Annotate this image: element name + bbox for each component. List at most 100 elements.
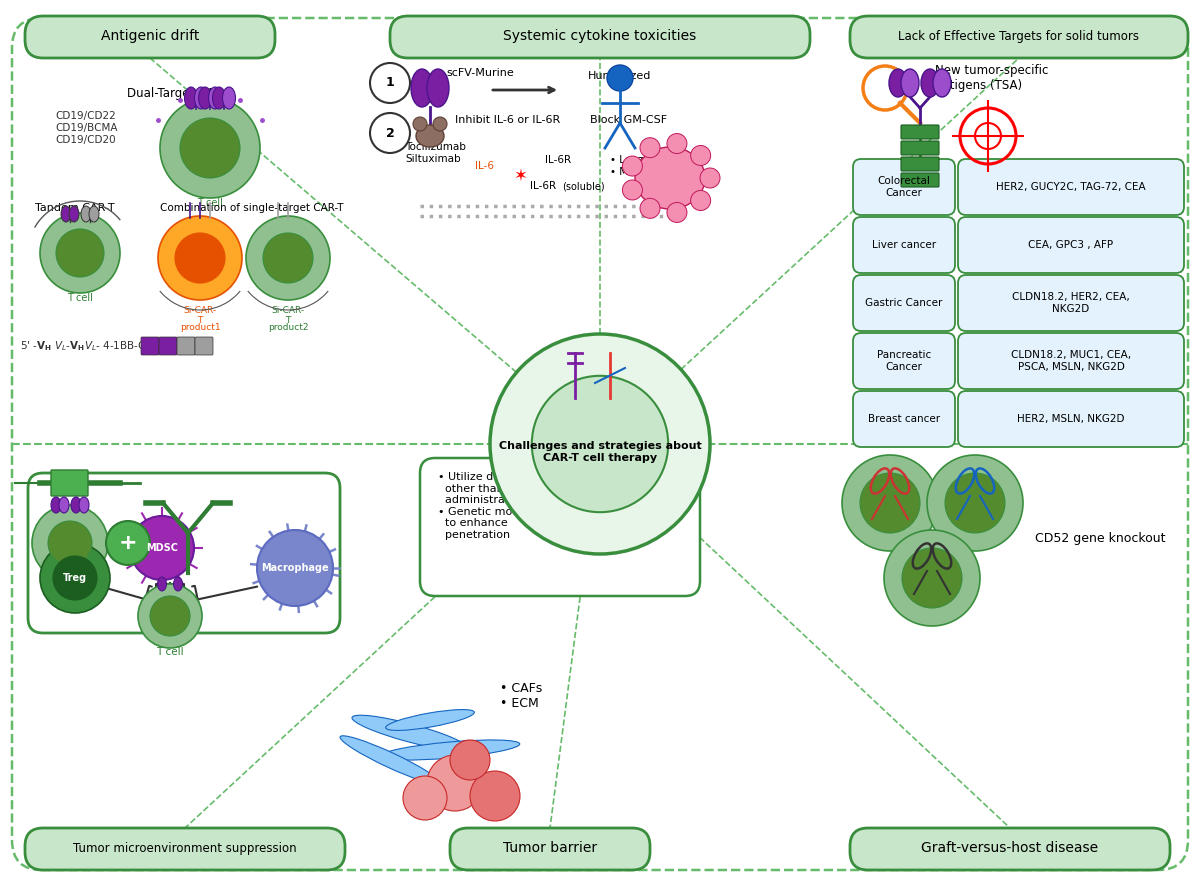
Circle shape <box>175 233 226 283</box>
Text: HER2, MSLN, NKG2D: HER2, MSLN, NKG2D <box>1018 414 1124 424</box>
FancyBboxPatch shape <box>853 159 955 215</box>
Circle shape <box>257 530 334 606</box>
Text: Tumor barrier: Tumor barrier <box>503 841 598 855</box>
Text: 1: 1 <box>385 76 395 90</box>
FancyBboxPatch shape <box>390 16 810 58</box>
Text: CLDN18.2, MUC1, CEA,
PSCA, MSLN, NKG2D: CLDN18.2, MUC1, CEA, PSCA, MSLN, NKG2D <box>1010 350 1132 372</box>
Text: • Utilize delivery routes
  other than systemic
  administration
• Genetic modif: • Utilize delivery routes other than sys… <box>438 472 570 540</box>
FancyBboxPatch shape <box>158 337 178 355</box>
Circle shape <box>40 213 120 293</box>
Circle shape <box>130 516 194 580</box>
Text: IL-6R: IL-6R <box>545 155 571 165</box>
Circle shape <box>246 216 330 300</box>
Text: Co-treatment: Co-treatment <box>134 472 218 485</box>
Ellipse shape <box>157 577 167 591</box>
Circle shape <box>106 521 150 565</box>
Ellipse shape <box>71 497 82 513</box>
Ellipse shape <box>889 69 907 97</box>
Circle shape <box>860 473 920 533</box>
FancyBboxPatch shape <box>850 16 1188 58</box>
Text: Block GM-CSF: Block GM-CSF <box>590 115 667 125</box>
Text: New tumor-specific
antigens (TSA): New tumor-specific antigens (TSA) <box>935 64 1049 92</box>
Text: CEA, GPC3 , AFP: CEA, GPC3 , AFP <box>1028 240 1114 250</box>
FancyBboxPatch shape <box>901 157 940 171</box>
Text: Si-CAR-
T: Si-CAR- T <box>271 306 305 325</box>
Circle shape <box>413 117 427 131</box>
Ellipse shape <box>185 87 198 109</box>
Ellipse shape <box>194 87 208 109</box>
Circle shape <box>403 776 446 820</box>
Text: Colorectal
Cancer: Colorectal Cancer <box>877 176 930 198</box>
Text: IL-6: IL-6 <box>475 161 494 171</box>
Circle shape <box>640 138 660 158</box>
Text: product2: product2 <box>268 323 308 332</box>
Circle shape <box>138 584 202 648</box>
Text: Inhibit IL-6 or IL-6R: Inhibit IL-6 or IL-6R <box>455 115 560 125</box>
Circle shape <box>667 202 686 223</box>
Ellipse shape <box>340 736 440 784</box>
Ellipse shape <box>635 147 706 209</box>
Text: IL-6R: IL-6R <box>530 181 556 191</box>
FancyBboxPatch shape <box>958 275 1184 331</box>
Text: • Lenzilumab
• Mavrilimumab: • Lenzilumab • Mavrilimumab <box>610 155 694 177</box>
Ellipse shape <box>922 69 938 97</box>
FancyBboxPatch shape <box>901 173 940 187</box>
Circle shape <box>53 556 97 600</box>
Circle shape <box>667 133 686 154</box>
Circle shape <box>623 180 642 200</box>
Circle shape <box>160 98 260 198</box>
Circle shape <box>56 229 104 277</box>
Text: 2: 2 <box>385 126 395 139</box>
FancyBboxPatch shape <box>420 458 700 596</box>
Circle shape <box>490 334 710 554</box>
Text: Lack of Effective Targets for solid tumors: Lack of Effective Targets for solid tumo… <box>899 29 1140 43</box>
Text: • PD-1
• CTLA-4: • PD-1 • CTLA-4 <box>240 524 293 552</box>
Text: T cell: T cell <box>197 198 223 208</box>
Text: Gastric Cancer: Gastric Cancer <box>865 298 943 308</box>
FancyBboxPatch shape <box>901 125 940 139</box>
Circle shape <box>842 455 938 551</box>
Ellipse shape <box>209 87 222 109</box>
Text: scFV-Murine: scFV-Murine <box>446 68 514 78</box>
Ellipse shape <box>427 69 449 107</box>
Circle shape <box>640 198 660 218</box>
Text: Systemic cytokine toxicities: Systemic cytokine toxicities <box>503 29 697 43</box>
Text: Dual-Target CAR-T: Dual-Target CAR-T <box>127 86 233 99</box>
Circle shape <box>902 548 962 608</box>
Ellipse shape <box>70 206 79 222</box>
Text: Si-CAR-
T: Si-CAR- T <box>184 306 216 325</box>
FancyBboxPatch shape <box>853 217 955 273</box>
Text: Challenges and strategies about
CAR-T cell therapy: Challenges and strategies about CAR-T ce… <box>499 441 701 463</box>
Text: T cell: T cell <box>156 647 184 657</box>
Circle shape <box>150 596 190 636</box>
Ellipse shape <box>50 497 61 513</box>
Text: 5' -$\bf{V_H}$ $V_L$-$\bf{V_H}$$V_L$- 4-1BB-CD3-3': 5' -$\bf{V_H}$ $V_L$-$\bf{V_H}$$V_L$- 4-… <box>20 339 174 353</box>
Circle shape <box>180 118 240 178</box>
Text: CD19/CD22
CD19/BCMA
CD19/CD20: CD19/CD22 CD19/BCMA CD19/CD20 <box>55 111 118 145</box>
FancyBboxPatch shape <box>25 828 346 870</box>
FancyBboxPatch shape <box>178 337 194 355</box>
Circle shape <box>532 376 668 512</box>
Text: MDSC: MDSC <box>146 543 178 553</box>
Text: Tumor microenvironment suppression: Tumor microenvironment suppression <box>73 842 296 854</box>
FancyBboxPatch shape <box>853 275 955 331</box>
Text: Pancreatic
Cancer: Pancreatic Cancer <box>877 350 931 372</box>
Ellipse shape <box>901 69 919 97</box>
Circle shape <box>607 65 634 91</box>
FancyBboxPatch shape <box>958 217 1184 273</box>
Text: product1: product1 <box>180 323 221 332</box>
Ellipse shape <box>416 125 444 147</box>
FancyBboxPatch shape <box>25 16 275 58</box>
Circle shape <box>48 521 92 565</box>
Text: (soluble): (soluble) <box>562 181 605 191</box>
Circle shape <box>884 530 980 626</box>
Text: Treg: Treg <box>62 573 88 583</box>
FancyBboxPatch shape <box>853 391 955 447</box>
Text: • CAFs
• ECM: • CAFs • ECM <box>500 682 542 710</box>
Text: CD52 gene knockout: CD52 gene knockout <box>1034 532 1165 544</box>
Circle shape <box>40 543 110 613</box>
Text: CLDN18.2, HER2, CEA,
NKG2D: CLDN18.2, HER2, CEA, NKG2D <box>1012 292 1130 313</box>
FancyBboxPatch shape <box>142 337 158 355</box>
Text: Humanized: Humanized <box>588 71 652 81</box>
FancyBboxPatch shape <box>194 337 214 355</box>
